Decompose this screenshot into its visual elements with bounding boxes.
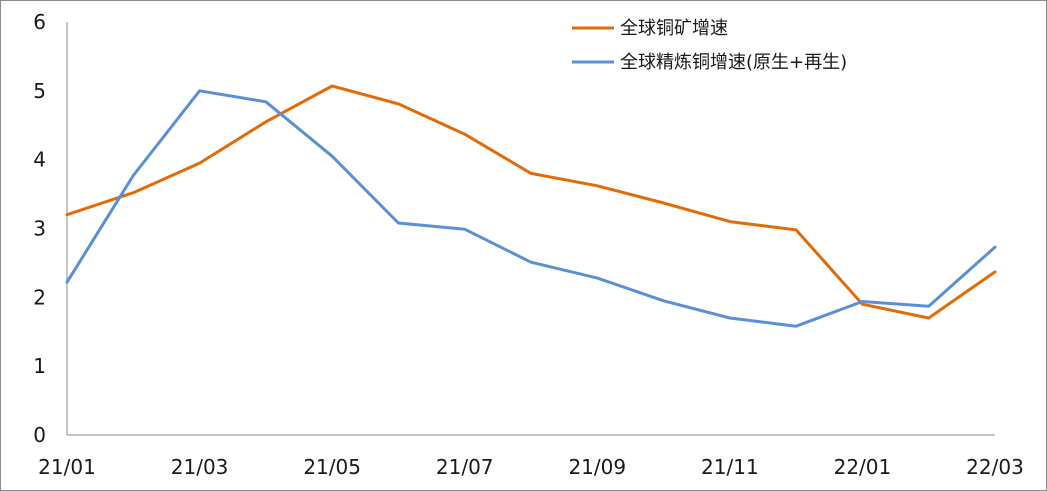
y-tick-label: 1	[33, 354, 46, 378]
legend: 全球铜矿增速 全球精炼铜增速(原生+再生)	[572, 18, 847, 73]
series-line-refined-copper	[65, 89, 997, 328]
x-tick-label: 21/05	[303, 455, 361, 479]
x-tick-label: 21/11	[701, 455, 759, 479]
series-lines	[65, 84, 997, 328]
y-tick-labels: 0 1 2 3 4 5 6	[33, 10, 46, 447]
y-tick-label: 4	[33, 148, 46, 172]
y-tick-label: 3	[33, 217, 46, 241]
x-tick-label: 21/09	[568, 455, 626, 479]
legend-label-copper-ore: 全球铜矿增速	[620, 18, 728, 39]
x-tick-label: 22/01	[834, 455, 892, 479]
x-tick-labels: 21/01 21/03 21/05 21/07 21/09 21/11 22/01 22/03	[38, 455, 1024, 479]
x-tick-label: 22/03	[966, 455, 1024, 479]
y-tick-label: 5	[33, 79, 46, 103]
x-tick-label: 21/07	[436, 455, 494, 479]
x-tick-label: 21/01	[38, 455, 96, 479]
series-line-copper-ore	[65, 84, 997, 320]
legend-label-refined-copper: 全球精炼铜增速(原生+再生)	[620, 52, 847, 73]
x-tick-label: 21/03	[171, 455, 229, 479]
axes	[66, 22, 995, 436]
y-tick-label: 6	[33, 10, 46, 34]
y-tick-label: 0	[33, 423, 46, 447]
y-tick-label: 2	[33, 285, 46, 309]
